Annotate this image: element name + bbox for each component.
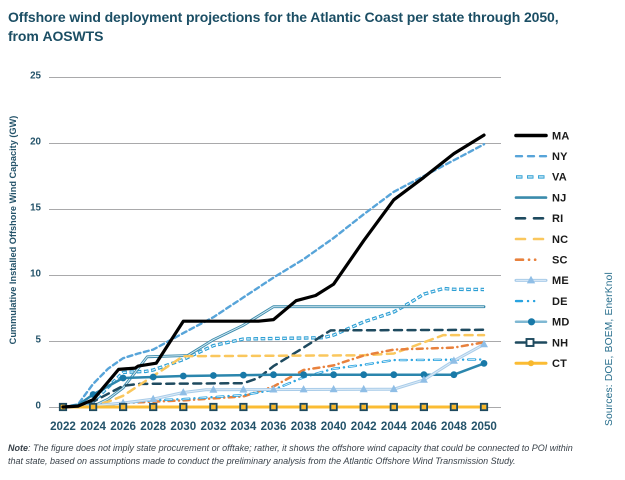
svg-text:CT: CT [552,358,567,370]
svg-text:NC: NC [552,234,568,246]
svg-text:20: 20 [30,137,41,148]
svg-text:25: 25 [30,71,41,82]
svg-text:2050: 2050 [471,420,497,433]
svg-text:Sources: DOE, BOEM, EnerKnol: Sources: DOE, BOEM, EnerKnol [604,272,615,426]
svg-text:ME: ME [552,275,569,287]
svg-text:2048: 2048 [441,420,467,433]
svg-text:NH: NH [552,337,568,349]
svg-text:2034: 2034 [231,420,257,433]
svg-text:MA: MA [552,130,570,142]
svg-text:2038: 2038 [291,420,317,433]
svg-text:2022: 2022 [50,420,76,433]
svg-text:2024: 2024 [80,420,106,433]
svg-text:2030: 2030 [170,420,196,433]
svg-text:2032: 2032 [201,420,227,433]
svg-text:DE: DE [552,296,568,308]
svg-text:5: 5 [36,335,42,346]
svg-text:2042: 2042 [351,420,377,433]
svg-text:15: 15 [30,203,41,214]
svg-text:2026: 2026 [110,420,136,433]
svg-text:2028: 2028 [140,420,166,433]
svg-text:0: 0 [36,401,42,412]
svg-text:RI: RI [552,213,563,225]
svg-text:2036: 2036 [261,420,287,433]
svg-text:2040: 2040 [321,420,347,433]
svg-text:Cummulative Installed Offshore: Cummulative Installed Offshore Wind Capa… [8,116,18,345]
svg-text:2046: 2046 [411,420,437,433]
svg-text:2044: 2044 [381,420,407,433]
svg-text:MD: MD [552,317,570,329]
svg-text:VA: VA [552,172,567,184]
svg-text:10: 10 [30,269,41,280]
svg-text:NJ: NJ [552,192,566,204]
svg-text:NY: NY [552,151,568,163]
svg-text:SC: SC [552,255,568,267]
